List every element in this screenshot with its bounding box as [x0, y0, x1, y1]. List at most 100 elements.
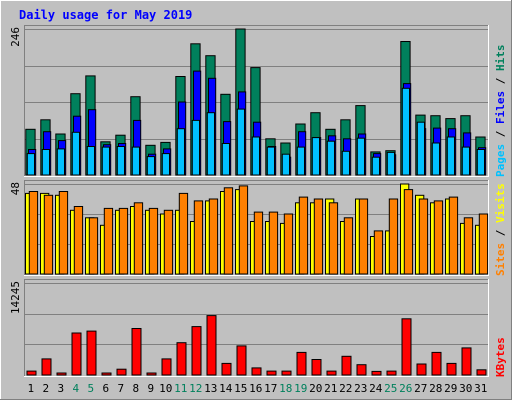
- x-tick-label: 4: [72, 382, 79, 395]
- x-tick-label: 15: [234, 382, 247, 395]
- bar-kbytes-day-24: [371, 370, 382, 376]
- bar-kbytes-day-16: [251, 367, 262, 376]
- bar-sites-day-30: [463, 217, 474, 275]
- bar-sites-day-3: [58, 191, 69, 275]
- panel-hits_files_pages: 246 Pages / Files / Hits: [9, 25, 507, 177]
- bar-sites-day-11: [178, 192, 189, 275]
- bar-kbytes-day-26: [401, 318, 412, 376]
- x-tick-label: 13: [204, 382, 217, 395]
- x-tick-label: 20: [309, 382, 322, 395]
- bar-pages-day-15: [236, 108, 246, 176]
- panel-legend: Pages / Files / Hits: [494, 45, 507, 178]
- bar-pages-day-17: [266, 146, 275, 176]
- bar-pages-day-3: [56, 148, 65, 176]
- bar-pages-day-27: [416, 121, 425, 176]
- bar-kbytes-day-18: [281, 370, 292, 376]
- panel-kbytes: 14245 KBytes: [9, 279, 507, 377]
- bar-pages-day-20: [311, 137, 320, 176]
- bar-kbytes-day-9: [146, 372, 157, 376]
- legend-pages: Pages: [494, 144, 507, 177]
- bar-sites-day-22: [343, 217, 354, 275]
- bar-sites-day-19: [298, 196, 309, 275]
- x-tick-label: 30: [459, 382, 472, 395]
- bar-kbytes-day-20: [311, 359, 322, 376]
- bar-pages-day-31: [476, 149, 485, 176]
- bar-pages-day-19: [296, 146, 305, 176]
- bar-pages-day-9: [146, 156, 156, 176]
- bar-sites-day-31: [478, 213, 489, 275]
- x-tick-label: 17: [264, 382, 277, 395]
- bar-sites-day-5: [88, 217, 99, 275]
- bar-sites-day-4: [73, 206, 84, 275]
- x-tick-label: 29: [444, 382, 457, 395]
- x-tick-label: 14: [219, 382, 233, 395]
- bar-sites-day-2: [43, 194, 54, 275]
- bar-pages-day-8: [131, 146, 141, 176]
- bar-kbytes-day-27: [416, 363, 427, 376]
- bar-pages-day-13: [206, 112, 216, 176]
- y-max-label: 246: [9, 27, 22, 47]
- bar-kbytes-day-17: [266, 370, 277, 376]
- bar-kbytes-day-10: [161, 358, 172, 376]
- bar-sites-day-24: [373, 230, 384, 275]
- bar-pages-day-7: [116, 146, 126, 176]
- bar-pages-day-30: [461, 146, 470, 176]
- legend-hits: Hits: [494, 45, 507, 72]
- x-tick-label: 31: [474, 382, 487, 395]
- bar-kbytes-day-14: [221, 362, 232, 376]
- bar-sites-day-25: [388, 198, 399, 275]
- bar-pages-day-26: [401, 87, 410, 176]
- x-tick-label: 16: [249, 382, 262, 395]
- bar-sites-day-13: [208, 198, 219, 275]
- x-tick-label: 12: [189, 382, 202, 395]
- legend-sites: Sites: [494, 243, 507, 276]
- bar-sites-day-17: [268, 211, 279, 275]
- bar-sites-day-18: [283, 213, 294, 275]
- bar-kbytes-day-28: [431, 351, 442, 376]
- legend-separator: /: [494, 124, 507, 144]
- bar-sites-day-23: [358, 198, 369, 275]
- chart-panels: 246 Pages / Files / Hits 48 Sites / Visits 1…: [9, 25, 507, 377]
- bar-pages-day-1: [26, 153, 35, 176]
- x-tick-label: 5: [87, 382, 94, 395]
- panel-legend: KBytes: [494, 337, 507, 377]
- x-axis-labels: 1 2 3 4 5 6 7 8 9 10 11 12 13 14 15 16 17 18 19 20 21 22 23 24 2…: [27, 382, 487, 395]
- x-tick-label: 24: [369, 382, 383, 395]
- bar-pages-day-2: [41, 149, 50, 176]
- bar-pages-day-24: [371, 156, 380, 176]
- bar-kbytes-day-22: [341, 355, 352, 376]
- panel-legend: Sites / Visits: [494, 183, 507, 276]
- bar-sites-day-20: [313, 198, 324, 275]
- bar-kbytes-day-25: [386, 370, 397, 376]
- x-tick-label: 2: [42, 382, 49, 395]
- bar-kbytes-day-30: [461, 347, 472, 376]
- bar-kbytes-day-23: [356, 364, 367, 376]
- bar-kbytes-day-5: [86, 330, 97, 376]
- bar-pages-day-22: [341, 150, 350, 176]
- x-tick-label: 10: [159, 382, 172, 395]
- bar-kbytes-day-12: [191, 326, 202, 376]
- x-tick-label: 23: [354, 382, 367, 395]
- bar-pages-day-5: [86, 146, 96, 176]
- bar-sites-day-12: [193, 200, 204, 275]
- panel-visits_sites: 48 Sites / Visits: [9, 180, 507, 276]
- x-tick-label: 21: [324, 382, 337, 395]
- x-tick-label: 1: [27, 382, 34, 395]
- x-tick-label: 9: [147, 382, 154, 395]
- x-tick-label: 6: [102, 382, 109, 395]
- bar-sites-day-8: [133, 202, 144, 275]
- legend-kbytes: KBytes: [494, 337, 507, 377]
- bar-kbytes-day-31: [476, 369, 487, 376]
- bar-kbytes-day-1: [26, 370, 37, 376]
- x-tick-label: 7: [117, 382, 124, 395]
- bar-kbytes-day-2: [41, 358, 52, 376]
- bar-sites-day-6: [103, 207, 114, 275]
- bar-pages-day-23: [356, 137, 365, 176]
- bar-kbytes-day-15: [236, 345, 247, 376]
- bar-kbytes-day-29: [446, 362, 457, 376]
- bar-sites-day-7: [118, 207, 129, 275]
- bar-kbytes-day-11: [176, 342, 187, 376]
- x-tick-label: 28: [429, 382, 442, 395]
- bar-sites-day-15: [238, 185, 249, 275]
